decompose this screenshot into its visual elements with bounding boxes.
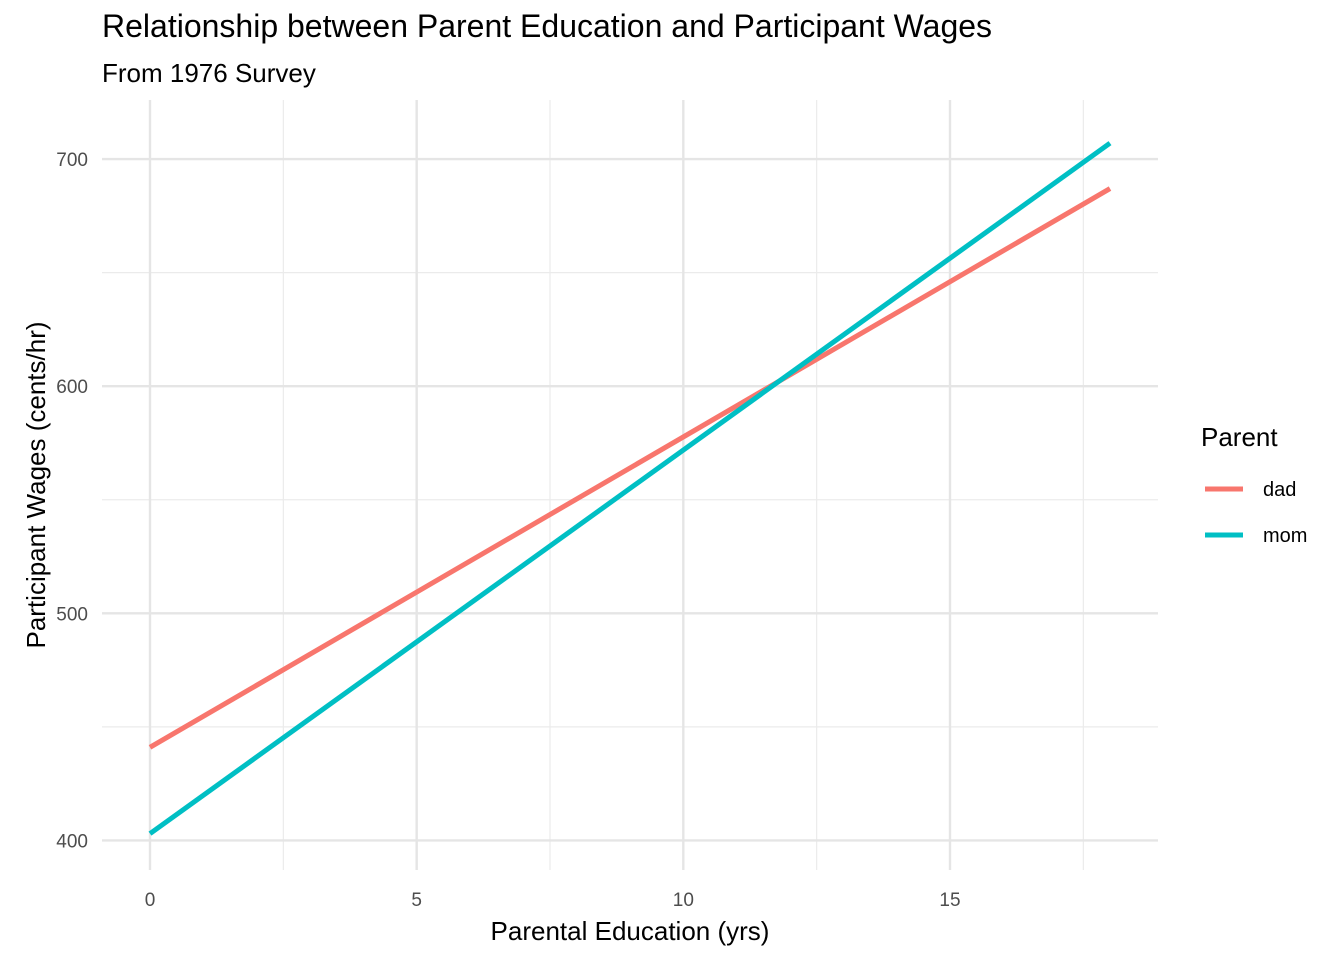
y-tick-label: 600	[56, 377, 88, 398]
series-line-dad	[148, 186, 1112, 750]
y-tick-label: 400	[56, 831, 88, 852]
x-tick-label: 10	[673, 890, 694, 911]
grid-layer	[102, 100, 1158, 870]
y-tick-label: 500	[56, 604, 88, 625]
series-layer	[148, 141, 1112, 836]
chart-subtitle: From 1976 Survey	[102, 58, 316, 88]
x-tick-label: 5	[411, 890, 422, 911]
x-tick-label: 15	[939, 890, 960, 911]
tick-labels: 0 5 10 15 400 500 600 700	[56, 150, 960, 911]
x-axis-title: Parental Education (yrs)	[491, 916, 770, 946]
x-tick-label: 0	[145, 890, 156, 911]
legend-label-dad: dad	[1263, 479, 1296, 501]
chart-title: Relationship between Parent Education an…	[102, 8, 993, 44]
y-tick-label: 700	[56, 150, 88, 171]
legend-label-mom: mom	[1263, 525, 1307, 547]
legend-items: dad mom	[1205, 479, 1307, 547]
legend: Parent dad mom	[1201, 422, 1307, 547]
legend-title: Parent	[1201, 422, 1278, 452]
series-line-mom	[148, 141, 1112, 836]
y-axis-title: Participant Wages (cents/hr)	[21, 321, 51, 648]
